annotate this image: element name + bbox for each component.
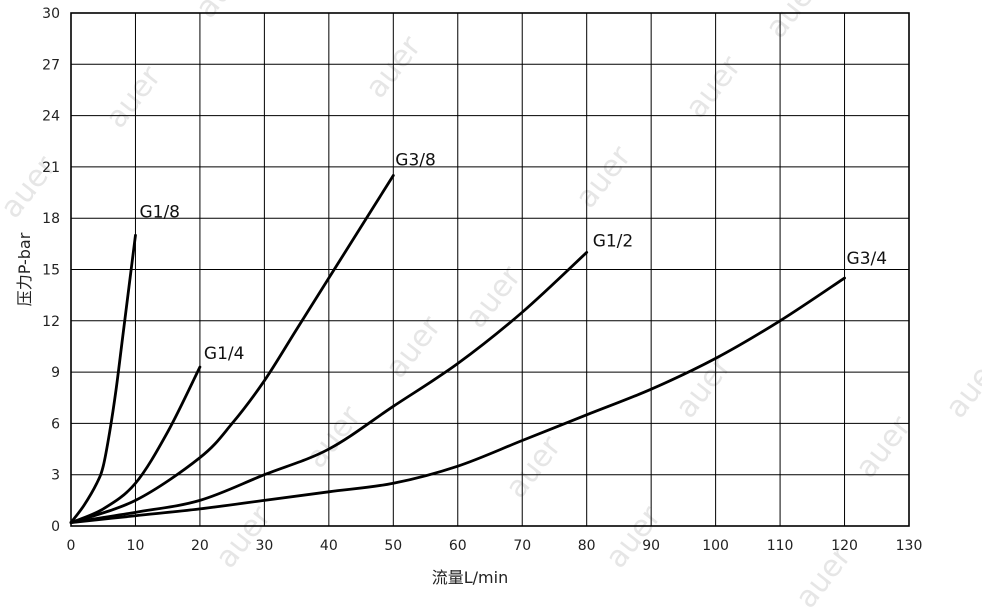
y-tick-label: 24 xyxy=(42,109,60,125)
series-label-g1-2: G1/2 xyxy=(593,231,634,251)
plot-frame xyxy=(70,12,910,527)
y-tick-label: 27 xyxy=(42,57,60,73)
x-tick-label: 50 xyxy=(384,538,402,554)
watermark-text: auer xyxy=(669,349,739,425)
y-tick-label: 18 xyxy=(42,211,60,227)
x-tick-label: 10 xyxy=(127,538,145,554)
series-line-g3-8 xyxy=(69,174,395,524)
watermark-text: auer xyxy=(569,139,639,215)
watermark-text: auer xyxy=(499,429,569,505)
y-tick-label: 6 xyxy=(51,416,60,432)
y-axis-title: 压力P-bar xyxy=(15,232,34,306)
y-tick-label: 21 xyxy=(42,160,60,176)
x-tick-label: 100 xyxy=(702,538,729,554)
y-tick-label: 9 xyxy=(51,365,60,381)
series-line-g1-8 xyxy=(69,233,137,524)
series-line-g3-4 xyxy=(69,276,846,524)
watermark-text: auer xyxy=(459,259,529,335)
x-tick-label: 70 xyxy=(513,538,531,554)
x-tick-label: 60 xyxy=(449,538,467,554)
x-tick-label: 110 xyxy=(767,538,794,554)
watermark-text: auer xyxy=(299,399,369,475)
x-tick-label: 30 xyxy=(255,538,273,554)
series-line-g1-2 xyxy=(69,251,589,524)
series-line-g1-4 xyxy=(69,365,202,524)
y-tick-labels: 0 3 6 9 12 15 18 21 24 27 30 xyxy=(42,6,60,535)
y-tick-label: 12 xyxy=(42,314,60,330)
x-tick-label: 120 xyxy=(831,538,858,554)
x-tick-label: 90 xyxy=(642,538,660,554)
series-label-g3-4: G3/4 xyxy=(847,249,888,269)
watermark-text: auer xyxy=(939,349,982,425)
watermark-text: auer xyxy=(849,409,919,485)
x-tick-label: 130 xyxy=(896,538,923,554)
x-tick-label: 20 xyxy=(191,538,209,554)
x-tick-label: 80 xyxy=(578,538,596,554)
x-tick-label: 0 xyxy=(67,538,76,554)
series-lines xyxy=(69,174,846,524)
watermark-text: auer xyxy=(759,0,829,45)
y-tick-label: 15 xyxy=(42,263,60,279)
series-label-g1-4: G1/4 xyxy=(204,344,245,364)
y-tick-label: 3 xyxy=(51,468,60,484)
x-tick-labels: 0 10 20 30 40 50 60 70 80 90 100 110 120 130 xyxy=(67,538,923,554)
series-labels: G1/8 G1/4 G3/8 G1/2 G3/4 xyxy=(139,150,887,364)
grid xyxy=(70,12,910,527)
series-label-g3-8: G3/8 xyxy=(395,150,436,170)
series-label-g1-8: G1/8 xyxy=(139,202,180,222)
y-tick-label: 30 xyxy=(42,6,60,22)
watermark-text: auer xyxy=(99,59,169,135)
x-axis-title: 流量L/min xyxy=(432,568,508,587)
y-tick-label: 0 xyxy=(51,519,60,535)
watermark-text: auer xyxy=(679,49,749,125)
x-tick-label: 40 xyxy=(320,538,338,554)
